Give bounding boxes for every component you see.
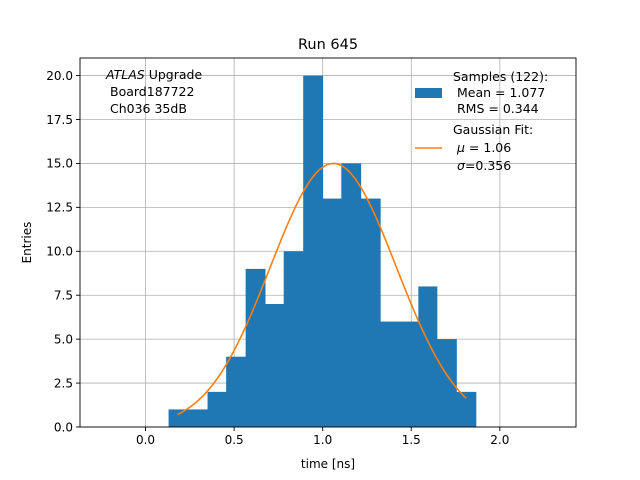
histogram-bar xyxy=(418,286,438,427)
histogram-bar xyxy=(341,163,362,427)
fit-curve-group xyxy=(177,162,467,416)
legend-samples-rms: RMS = 0.344 xyxy=(457,101,539,116)
histogram-bar xyxy=(168,409,189,427)
histogram-bar xyxy=(303,75,324,428)
histogram-bar xyxy=(436,339,457,427)
legend-fit-title: Gaussian Fit: xyxy=(453,122,533,137)
x-tick-label: 0.0 xyxy=(136,433,155,447)
plot-frame xyxy=(79,57,577,428)
legend: Samples (122): Mean = 1.077 RMS = 0.344 … xyxy=(415,69,548,173)
legend-sigma-value: =0.356 xyxy=(465,158,511,173)
histogram-bar xyxy=(226,356,247,427)
legend-samples-title: Samples (122): xyxy=(453,69,548,84)
annotation-atlas: ATLAS xyxy=(105,67,145,82)
annotation-board: Board187722 xyxy=(110,84,194,99)
annotation-channel: Ch036 35dB xyxy=(110,101,187,116)
y-tick-label: 20.0 xyxy=(46,69,73,83)
chart-title: Run 645 xyxy=(298,37,358,53)
y-tick-label: 10.0 xyxy=(46,245,73,259)
histogram-bar xyxy=(188,409,208,427)
y-axis-label: Entries xyxy=(20,222,34,264)
run-annotation: ATLAS Upgrade Board187722 Ch036 35dB xyxy=(105,67,202,116)
y-tick-label: 17.5 xyxy=(46,113,73,127)
x-axis-label: time [ns] xyxy=(301,457,355,471)
x-tick-label: 2.0 xyxy=(490,433,509,447)
histogram-bar xyxy=(265,304,285,427)
y-tick-label: 15.0 xyxy=(46,157,73,171)
histogram-bar xyxy=(380,321,400,427)
y-tick-label: 2.5 xyxy=(54,376,73,390)
y-tick-label: 12.5 xyxy=(46,201,73,215)
annotation-line-1: ATLAS Upgrade xyxy=(105,67,202,82)
histogram-bar xyxy=(398,321,419,427)
legend-samples-mean: Mean = 1.077 xyxy=(457,85,545,100)
histogram-bar xyxy=(245,268,266,427)
gaussian-fit-curve xyxy=(177,162,467,416)
legend-samples-swatch xyxy=(415,88,442,98)
legend-mu-value: = 1.06 xyxy=(465,140,511,155)
x-tick-label: 0.5 xyxy=(225,433,244,447)
annotation-upgrade: Upgrade xyxy=(145,67,203,82)
x-tick-label: 1.5 xyxy=(402,433,421,447)
x-axis: 0.0 0.5 1.0 1.5 2.0 xyxy=(136,427,509,447)
x-tick-label: 1.0 xyxy=(313,433,332,447)
legend-fit-mu: μ = 1.06 xyxy=(456,140,511,155)
histogram-bar xyxy=(322,198,342,427)
histogram-bar xyxy=(456,391,477,427)
legend-sigma-symbol: σ xyxy=(457,158,466,173)
histogram-bars xyxy=(168,75,477,428)
y-tick-label: 0.0 xyxy=(54,420,73,434)
legend-mu-symbol: μ xyxy=(456,140,465,155)
y-axis: 0.0 2.5 5.0 7.5 10.0 12.5 15.0 17.5 20.0 xyxy=(46,69,80,434)
histogram-bar xyxy=(207,391,227,427)
histogram-bar xyxy=(283,251,304,427)
histogram-bar xyxy=(360,198,381,427)
y-tick-label: 5.0 xyxy=(54,332,73,346)
y-tick-label: 7.5 xyxy=(54,289,73,303)
legend-fit-sigma: σ=0.356 xyxy=(457,158,511,173)
